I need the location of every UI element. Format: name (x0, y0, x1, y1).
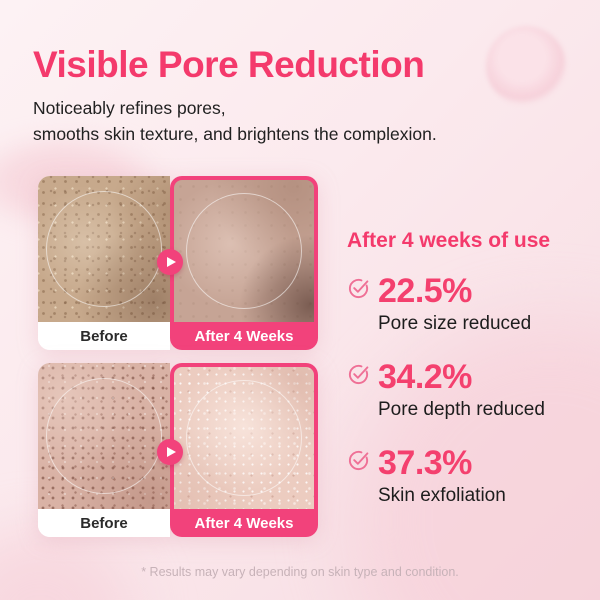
check-circle-icon (348, 364, 369, 385)
after-column: After 4 Weeks (170, 176, 318, 350)
focus-circle-overlay (186, 193, 302, 309)
focus-circle-overlay (46, 378, 162, 494)
after-label: After 4 Weeks (194, 514, 294, 532)
stat-value: 37.3% (378, 444, 472, 482)
disclaimer-footnote: * Results may vary depending on skin typ… (141, 565, 459, 579)
stat-value: 22.5% (378, 272, 472, 310)
stat-label: Skin exfoliation (378, 485, 506, 506)
before-label: Before (80, 514, 128, 532)
before-label: Before (80, 327, 128, 345)
stat-label: Pore size reduced (378, 313, 532, 334)
focus-circle-overlay (46, 191, 162, 307)
play-button[interactable] (157, 439, 183, 465)
stat-row: 37.3% Skin exfoliation (347, 444, 582, 508)
stat-text: 34.2% Pore depth reduced (378, 358, 545, 422)
results-section: After 4 weeks of use 22.5% Pore size red… (347, 228, 582, 508)
stat-text: 37.3% Skin exfoliation (378, 444, 506, 508)
subtitle: Noticeably refines pores, smooths skin t… (33, 95, 437, 147)
stat-value: 34.2% (378, 358, 472, 396)
check-circle-icon (348, 278, 369, 299)
subtitle-line-1: Noticeably refines pores, (33, 98, 226, 118)
stat-row: 22.5% Pore size reduced (347, 272, 582, 336)
before-skin-image (38, 176, 170, 322)
comparison-panel-2: Before After 4 Weeks (38, 363, 318, 537)
background-bubble (486, 26, 566, 106)
before-column: Before (38, 176, 170, 350)
focus-circle-overlay (186, 380, 302, 496)
after-label-bar: After 4 Weeks (174, 322, 314, 350)
check-circle-icon (348, 450, 369, 471)
before-label-bar: Before (38, 322, 170, 350)
before-column: Before (38, 363, 170, 537)
after-skin-image (174, 367, 314, 509)
before-label-bar: Before (38, 509, 170, 537)
stat-label: Pore depth reduced (378, 399, 545, 420)
after-skin-image (174, 180, 314, 322)
subtitle-line-2: smooths skin texture, and brightens the … (33, 124, 437, 144)
before-skin-image (38, 363, 170, 509)
results-heading: After 4 weeks of use (347, 229, 551, 252)
after-label-bar: After 4 Weeks (174, 509, 314, 537)
stat-row: 34.2% Pore depth reduced (347, 358, 582, 422)
page-title: Visible Pore Reduction (33, 44, 425, 85)
play-icon (167, 447, 176, 457)
stat-text: 22.5% Pore size reduced (378, 272, 531, 336)
after-label: After 4 Weeks (194, 327, 294, 345)
play-button[interactable] (157, 249, 183, 275)
play-icon (167, 257, 176, 267)
after-column: After 4 Weeks (170, 363, 318, 537)
comparison-panel-1: Before After 4 Weeks (38, 176, 318, 350)
